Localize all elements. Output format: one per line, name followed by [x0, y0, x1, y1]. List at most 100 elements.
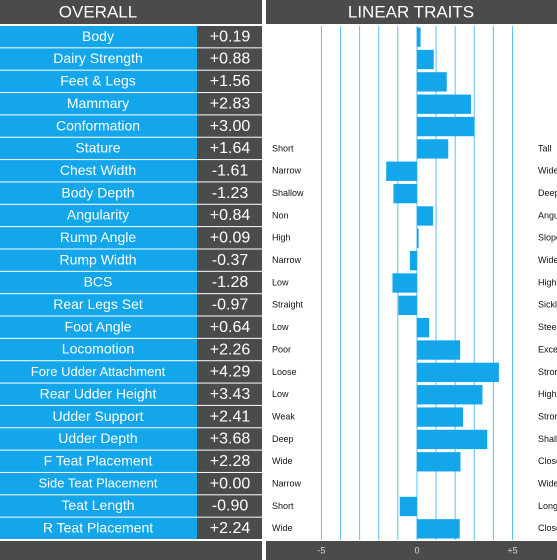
- right-descriptor: High: [538, 277, 557, 287]
- trait-name: BCS: [84, 274, 113, 290]
- right-descriptor: Strong: [538, 367, 557, 377]
- bar: [398, 295, 417, 316]
- trait-name: Body Depth: [61, 184, 134, 200]
- title: OVERALL: [59, 2, 137, 21]
- bar: [416, 429, 488, 450]
- left-descriptor: Low: [272, 389, 289, 399]
- value-label: +0.84: [210, 207, 251, 224]
- bar: [416, 407, 463, 427]
- left-descriptor: Narrow: [272, 255, 302, 265]
- name-cell: [0, 26, 197, 48]
- value-cell: [197, 182, 262, 204]
- value-label: +2.26: [210, 341, 251, 358]
- bar: [416, 27, 421, 47]
- value-cell: [197, 249, 262, 271]
- footer-left: [0, 541, 262, 560]
- left-descriptor: Loose: [272, 367, 297, 377]
- bar: [393, 183, 417, 204]
- bar: [416, 206, 433, 226]
- footer-right: [266, 541, 557, 560]
- name-cell: [0, 383, 197, 405]
- trait-name: F Teat Placement: [44, 452, 153, 468]
- value-cell: [197, 160, 262, 182]
- value-label: +2.24: [210, 520, 251, 537]
- subtitle: LINEAR TRAITS: [348, 2, 474, 21]
- trait-name: Body: [82, 28, 114, 44]
- right-descriptor: Close: [538, 456, 557, 466]
- trait-name: Mammary: [67, 95, 129, 111]
- trait-name: Locomotion: [62, 341, 134, 357]
- left-descriptor: Short: [272, 501, 294, 511]
- value-cell: [197, 70, 262, 93]
- trait-name: Conformation: [56, 117, 140, 133]
- value-cell: [197, 338, 262, 361]
- left-descriptor: Weak: [272, 411, 295, 421]
- header-right: [266, 0, 557, 24]
- value-cell: [197, 204, 262, 227]
- left-descriptor: Narrow: [272, 479, 302, 489]
- x-tick-label: 0: [414, 545, 419, 555]
- trait-name: Stature: [75, 140, 120, 156]
- bar: [416, 452, 461, 472]
- bar: [416, 94, 472, 114]
- trait-name: Rear Legs Set: [53, 296, 143, 312]
- value-cell: [197, 472, 262, 495]
- right-descriptor: Steep: [538, 322, 557, 332]
- value-cell: [197, 93, 262, 115]
- right-descriptor: Sloped: [538, 233, 557, 243]
- trait-name: Chest Width: [60, 162, 136, 178]
- right-descriptor: High: [538, 389, 557, 399]
- name-cell: [0, 115, 197, 137]
- left-descriptor: Low: [272, 277, 289, 287]
- left-descriptor: Short: [272, 143, 294, 153]
- bar: [416, 228, 419, 248]
- right-descriptor: Close: [538, 523, 557, 533]
- value-cell: [197, 428, 262, 450]
- value-label: -1.28: [212, 274, 249, 291]
- name-cell: [0, 405, 197, 428]
- bar: [416, 49, 434, 70]
- bar: [416, 340, 461, 360]
- bar: [416, 116, 475, 137]
- bar: [399, 496, 417, 517]
- right-descriptor: Angular: [538, 210, 557, 220]
- name-cell: [0, 137, 197, 160]
- name-cell: [0, 294, 197, 316]
- bar: [416, 385, 483, 405]
- left-descriptor: Wide: [272, 523, 293, 533]
- right-descriptor: Wide: [538, 166, 557, 176]
- value-cell: [197, 405, 262, 428]
- value-label: +4.29: [210, 364, 251, 381]
- left-descriptor: Low: [272, 322, 289, 332]
- name-cell: [0, 160, 197, 182]
- bar: [416, 362, 499, 383]
- left-descriptor: Deep: [272, 434, 294, 444]
- value-cell: [197, 115, 262, 137]
- right-descriptor: Deep: [538, 188, 557, 198]
- value-cell: [197, 383, 262, 405]
- trait-name: Angularity: [67, 207, 129, 223]
- left-descriptor: Straight: [272, 300, 304, 310]
- name-cell: [0, 428, 197, 450]
- right-descriptor: Sickle: [538, 300, 557, 310]
- left-descriptor: Wide: [272, 456, 293, 466]
- value-cell: [197, 517, 262, 539]
- right-descriptor: Wide: [538, 255, 557, 265]
- value-cell: [197, 227, 262, 249]
- value-cell: [197, 137, 262, 160]
- value-label: +0.09: [210, 230, 251, 247]
- name-cell: [0, 204, 197, 227]
- trait-name: Feet & Legs: [60, 73, 136, 89]
- value-cell: [197, 495, 262, 517]
- value-label: +2.41: [210, 408, 251, 425]
- value-label: +3.68: [210, 431, 251, 448]
- value-label: -0.90: [212, 498, 249, 515]
- value-cell: [197, 450, 262, 472]
- left-descriptor: High: [272, 233, 291, 243]
- trait-name: Rump Angle: [60, 229, 136, 245]
- trait-name: Dairy Strength: [53, 50, 142, 66]
- trait-name: R Teat Placement: [43, 520, 153, 536]
- name-cell: [0, 271, 197, 294]
- value-label: +1.64: [210, 140, 251, 157]
- trait-name: Foot Angle: [65, 318, 132, 334]
